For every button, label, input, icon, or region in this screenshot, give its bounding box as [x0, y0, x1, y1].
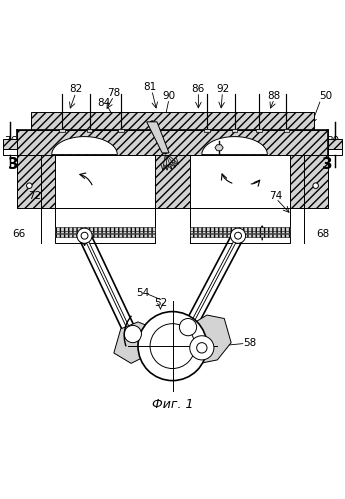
- Bar: [190, 234, 290, 238]
- Bar: [87, 129, 92, 132]
- Polygon shape: [190, 315, 231, 363]
- Text: 92: 92: [216, 84, 229, 94]
- Text: 84: 84: [97, 98, 110, 108]
- Text: 86: 86: [192, 84, 205, 94]
- Bar: [290, 156, 304, 208]
- Bar: [17, 130, 328, 155]
- Polygon shape: [52, 137, 117, 155]
- Bar: [55, 132, 155, 208]
- Bar: [55, 208, 155, 243]
- Text: 90: 90: [162, 91, 176, 101]
- Circle shape: [81, 232, 88, 239]
- Bar: [17, 156, 41, 208]
- Text: 58: 58: [244, 338, 257, 348]
- Bar: [155, 156, 190, 208]
- Bar: [31, 111, 314, 130]
- Circle shape: [179, 318, 197, 336]
- Bar: [290, 132, 304, 208]
- Text: 82: 82: [69, 84, 82, 94]
- Circle shape: [138, 311, 207, 381]
- Circle shape: [124, 325, 141, 343]
- Bar: [190, 227, 290, 231]
- Bar: [55, 230, 155, 233]
- Circle shape: [77, 228, 92, 244]
- Bar: [304, 156, 328, 208]
- Bar: [256, 129, 262, 132]
- Text: 88: 88: [268, 91, 281, 101]
- Polygon shape: [114, 322, 166, 363]
- Bar: [232, 129, 237, 132]
- Bar: [59, 129, 65, 132]
- Bar: [55, 234, 155, 238]
- Bar: [118, 129, 124, 132]
- Polygon shape: [202, 137, 267, 155]
- Text: 3: 3: [9, 158, 19, 173]
- Bar: [204, 129, 210, 132]
- Bar: [328, 149, 342, 155]
- Text: 78: 78: [107, 87, 120, 97]
- Text: 50: 50: [319, 91, 333, 101]
- Bar: [190, 132, 290, 208]
- Circle shape: [150, 324, 195, 369]
- Bar: [55, 227, 155, 231]
- Text: Фиг. 1: Фиг. 1: [152, 398, 193, 411]
- Text: 80: 80: [326, 136, 339, 146]
- Bar: [17, 132, 41, 208]
- Bar: [41, 132, 55, 208]
- Text: 54: 54: [137, 287, 150, 297]
- Text: 66: 66: [12, 229, 26, 239]
- Polygon shape: [147, 122, 169, 153]
- Text: 76: 76: [4, 136, 17, 146]
- Text: 72: 72: [28, 191, 41, 201]
- Text: 74: 74: [269, 191, 283, 201]
- Bar: [190, 208, 290, 243]
- Polygon shape: [215, 145, 223, 151]
- Circle shape: [313, 183, 318, 189]
- Circle shape: [230, 228, 246, 244]
- Circle shape: [197, 343, 207, 353]
- Bar: [304, 132, 328, 208]
- Text: 81: 81: [144, 82, 157, 92]
- Circle shape: [27, 183, 32, 189]
- Text: 52: 52: [154, 298, 167, 308]
- Circle shape: [235, 232, 242, 239]
- Bar: [41, 156, 55, 208]
- Text: 68: 68: [316, 229, 329, 239]
- Bar: [328, 139, 342, 149]
- Bar: [3, 139, 17, 149]
- Bar: [3, 149, 17, 155]
- Circle shape: [190, 336, 214, 360]
- Bar: [284, 129, 289, 132]
- Text: 3: 3: [323, 158, 333, 173]
- Bar: [190, 230, 290, 233]
- Bar: [155, 132, 190, 208]
- Text: 56: 56: [161, 362, 174, 372]
